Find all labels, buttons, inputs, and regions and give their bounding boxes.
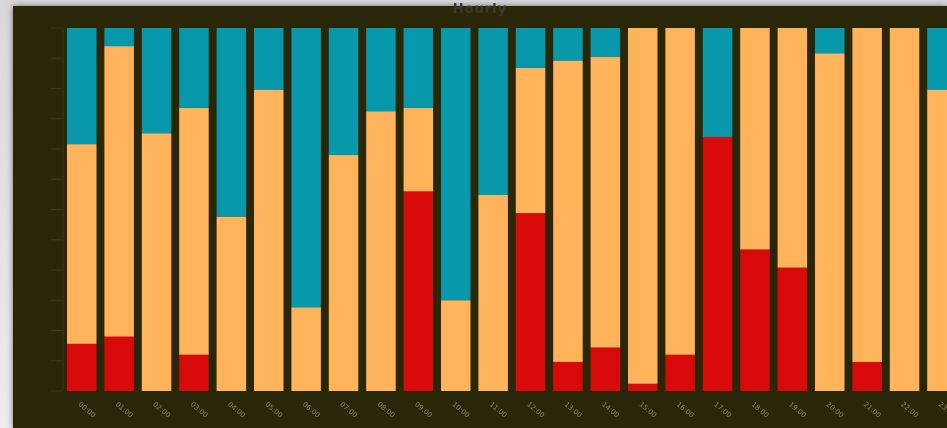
bar-segment-1300-s0 [553,361,583,391]
bar-segment-1200-s0 [515,213,546,391]
chart-title: Hourly [452,2,508,17]
x-tick-label: 14:00 [600,400,621,419]
x-tick-label: 15:00 [637,400,658,419]
bar-segment-1600-s0 [665,354,695,391]
stacked-bar-chart: 00:00 01:00 02:00 03:00 04:00 05:00 06:00 07:00… [51,27,947,420]
bar-segment-0800-s1 [366,111,396,392]
bar-segment-0100-s1 [104,46,134,337]
bar-segment-0300-s2 [179,28,209,108]
bar-segment-1500-s1 [628,28,658,384]
x-tick-label: 10:00 [450,400,471,419]
bar-segment-1000-s1 [441,300,471,391]
bar-segment-0800-s2 [366,28,396,112]
bar-segment-1800-s0 [740,249,770,391]
bar-segment-0600-s1 [291,307,321,391]
bar-segment-1900-s1 [777,28,808,268]
x-tick-label: 23:00 [937,400,947,419]
bar-segment-1400-s1 [590,57,621,348]
x-tick-label: 08:00 [376,400,397,419]
bar-segment-0900-s0 [403,191,434,391]
bar-segment-0900-s2 [403,28,434,108]
x-tick-label: 09:00 [413,400,434,419]
x-tick-label: 00:00 [76,400,97,419]
x-tick-label: 20:00 [824,400,845,419]
x-tick-label: 11:00 [488,400,509,419]
bar-segment-1100-s2 [478,28,508,195]
x-tick-label: 03:00 [189,400,210,419]
bar-segment-0500-s2 [254,28,284,90]
x-tick-label: 12:00 [525,400,546,419]
x-tick-label: 13:00 [563,400,584,419]
x-tick-label: 21:00 [862,400,883,419]
bar-segment-1300-s2 [553,28,583,61]
bar-segment-0300-s0 [179,354,209,391]
x-tick-label: 16:00 [675,400,696,419]
bar-segment-1000-s2 [441,28,471,301]
bar-segment-0400-s1 [216,216,247,391]
x-tick-label: 19:00 [787,400,808,419]
bar-segment-0700-s1 [328,155,359,391]
x-tick-label: 06:00 [301,400,322,419]
bar-segment-2000-s2 [815,28,845,54]
x-tick-label: 04:00 [226,400,247,419]
bar-segment-2300-s1 [927,89,947,392]
bar-segment-1300-s1 [553,60,583,362]
bar-segment-0500-s1 [254,89,284,392]
bar-segment-1700-s0 [702,136,733,391]
bar-segment-0200-s1 [141,133,172,391]
chart-frame: Hourly 00:00 01:00 02:00 03:00 04:00 05:00 06:… [13,2,947,428]
bar-segment-0700-s2 [328,28,359,156]
bar-segment-2200-s1 [889,28,920,391]
bar-segment-0300-s1 [179,107,209,355]
bar-segment-0600-s2 [291,28,321,308]
bar-segment-0000-s1 [67,144,97,344]
bar-segment-1200-s2 [515,28,546,68]
bar-segment-0100-s2 [104,28,134,47]
x-tick-label: 17:00 [712,400,733,419]
bar-segment-1800-s1 [740,28,770,250]
x-tick-label: 05:00 [263,400,284,419]
bar-segment-2300-s2 [927,28,947,90]
bar-segment-2000-s1 [815,53,845,391]
bar-segment-2100-s1 [852,28,882,362]
bar-segment-1100-s1 [478,194,508,391]
x-tick-label: 18:00 [750,400,771,419]
bar-segment-1200-s1 [515,67,546,214]
bar-segment-1600-s1 [665,28,695,355]
bar-segment-0200-s2 [141,28,172,134]
x-tick-label: 07:00 [338,400,359,419]
bar-segment-1900-s0 [777,267,808,391]
bar-segment-0000-s0 [67,343,97,391]
bar-segment-1400-s0 [590,347,621,391]
x-tick-label: 01:00 [114,400,135,419]
bar-segment-0400-s2 [216,28,247,217]
bar-segment-0000-s2 [67,28,97,145]
bar-segment-0100-s0 [104,336,134,391]
bar-segment-0900-s1 [403,107,434,192]
bar-segment-1400-s2 [590,28,621,58]
bar-segment-2100-s0 [852,361,882,391]
x-tick-label: 02:00 [151,400,172,419]
bar-segment-1500-s0 [628,383,658,391]
x-tick-label: 22:00 [899,400,920,419]
bar-segment-1700-s2 [702,28,733,137]
